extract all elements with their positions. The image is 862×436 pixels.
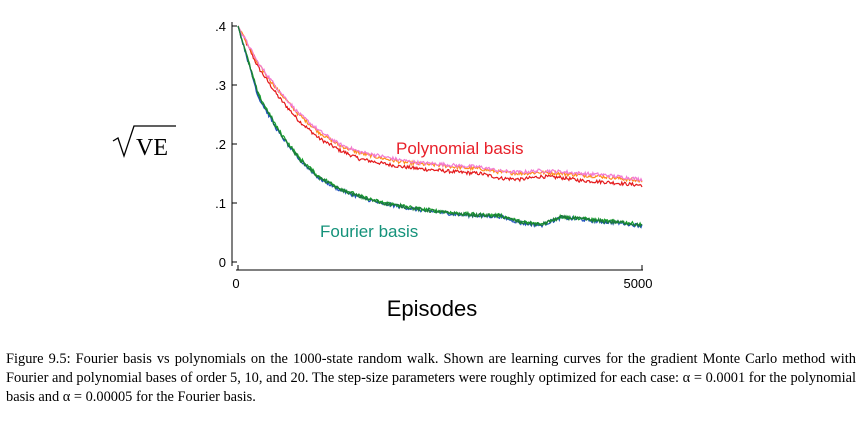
series-layer	[237, 25, 643, 229]
learning-curve-chart: 0 .1 .2 .3 .4 0 5000 VE Polynomial basis Fouri…	[112, 19, 652, 321]
series-line-fourier-basis-5	[237, 25, 643, 229]
fourier-basis-label: Fourier basis	[320, 222, 418, 241]
series-line-fourier-basis-3	[237, 25, 643, 229]
series-line-polynomial-basis-1	[237, 25, 643, 184]
sqrt-symbol	[112, 125, 176, 159]
y-tick-label: 0	[219, 255, 226, 270]
series-line-polynomial-basis-0	[237, 25, 643, 188]
y-tick-label: .3	[215, 78, 226, 93]
polynomial-basis-label: Polynomial basis	[396, 139, 524, 158]
y-axis-label-text: VE	[136, 135, 168, 161]
y-axis-label: VE	[112, 125, 176, 161]
x-axis-label: Episodes	[387, 296, 478, 321]
series-line-polynomial-basis-2	[237, 25, 643, 183]
x-tick-label: 5000	[624, 276, 653, 291]
series-line-fourier-basis-4	[237, 25, 643, 227]
x-tick-label: 0	[232, 276, 239, 291]
tick-layer: 0 .1 .2 .3 .4 0 5000	[215, 19, 652, 291]
y-tick-label: .1	[215, 196, 226, 211]
y-tick-label: .2	[215, 137, 226, 152]
y-tick-label: .4	[215, 19, 226, 34]
figure-caption: Figure 9.5: Fourier basis vs polynomials…	[6, 351, 856, 405]
